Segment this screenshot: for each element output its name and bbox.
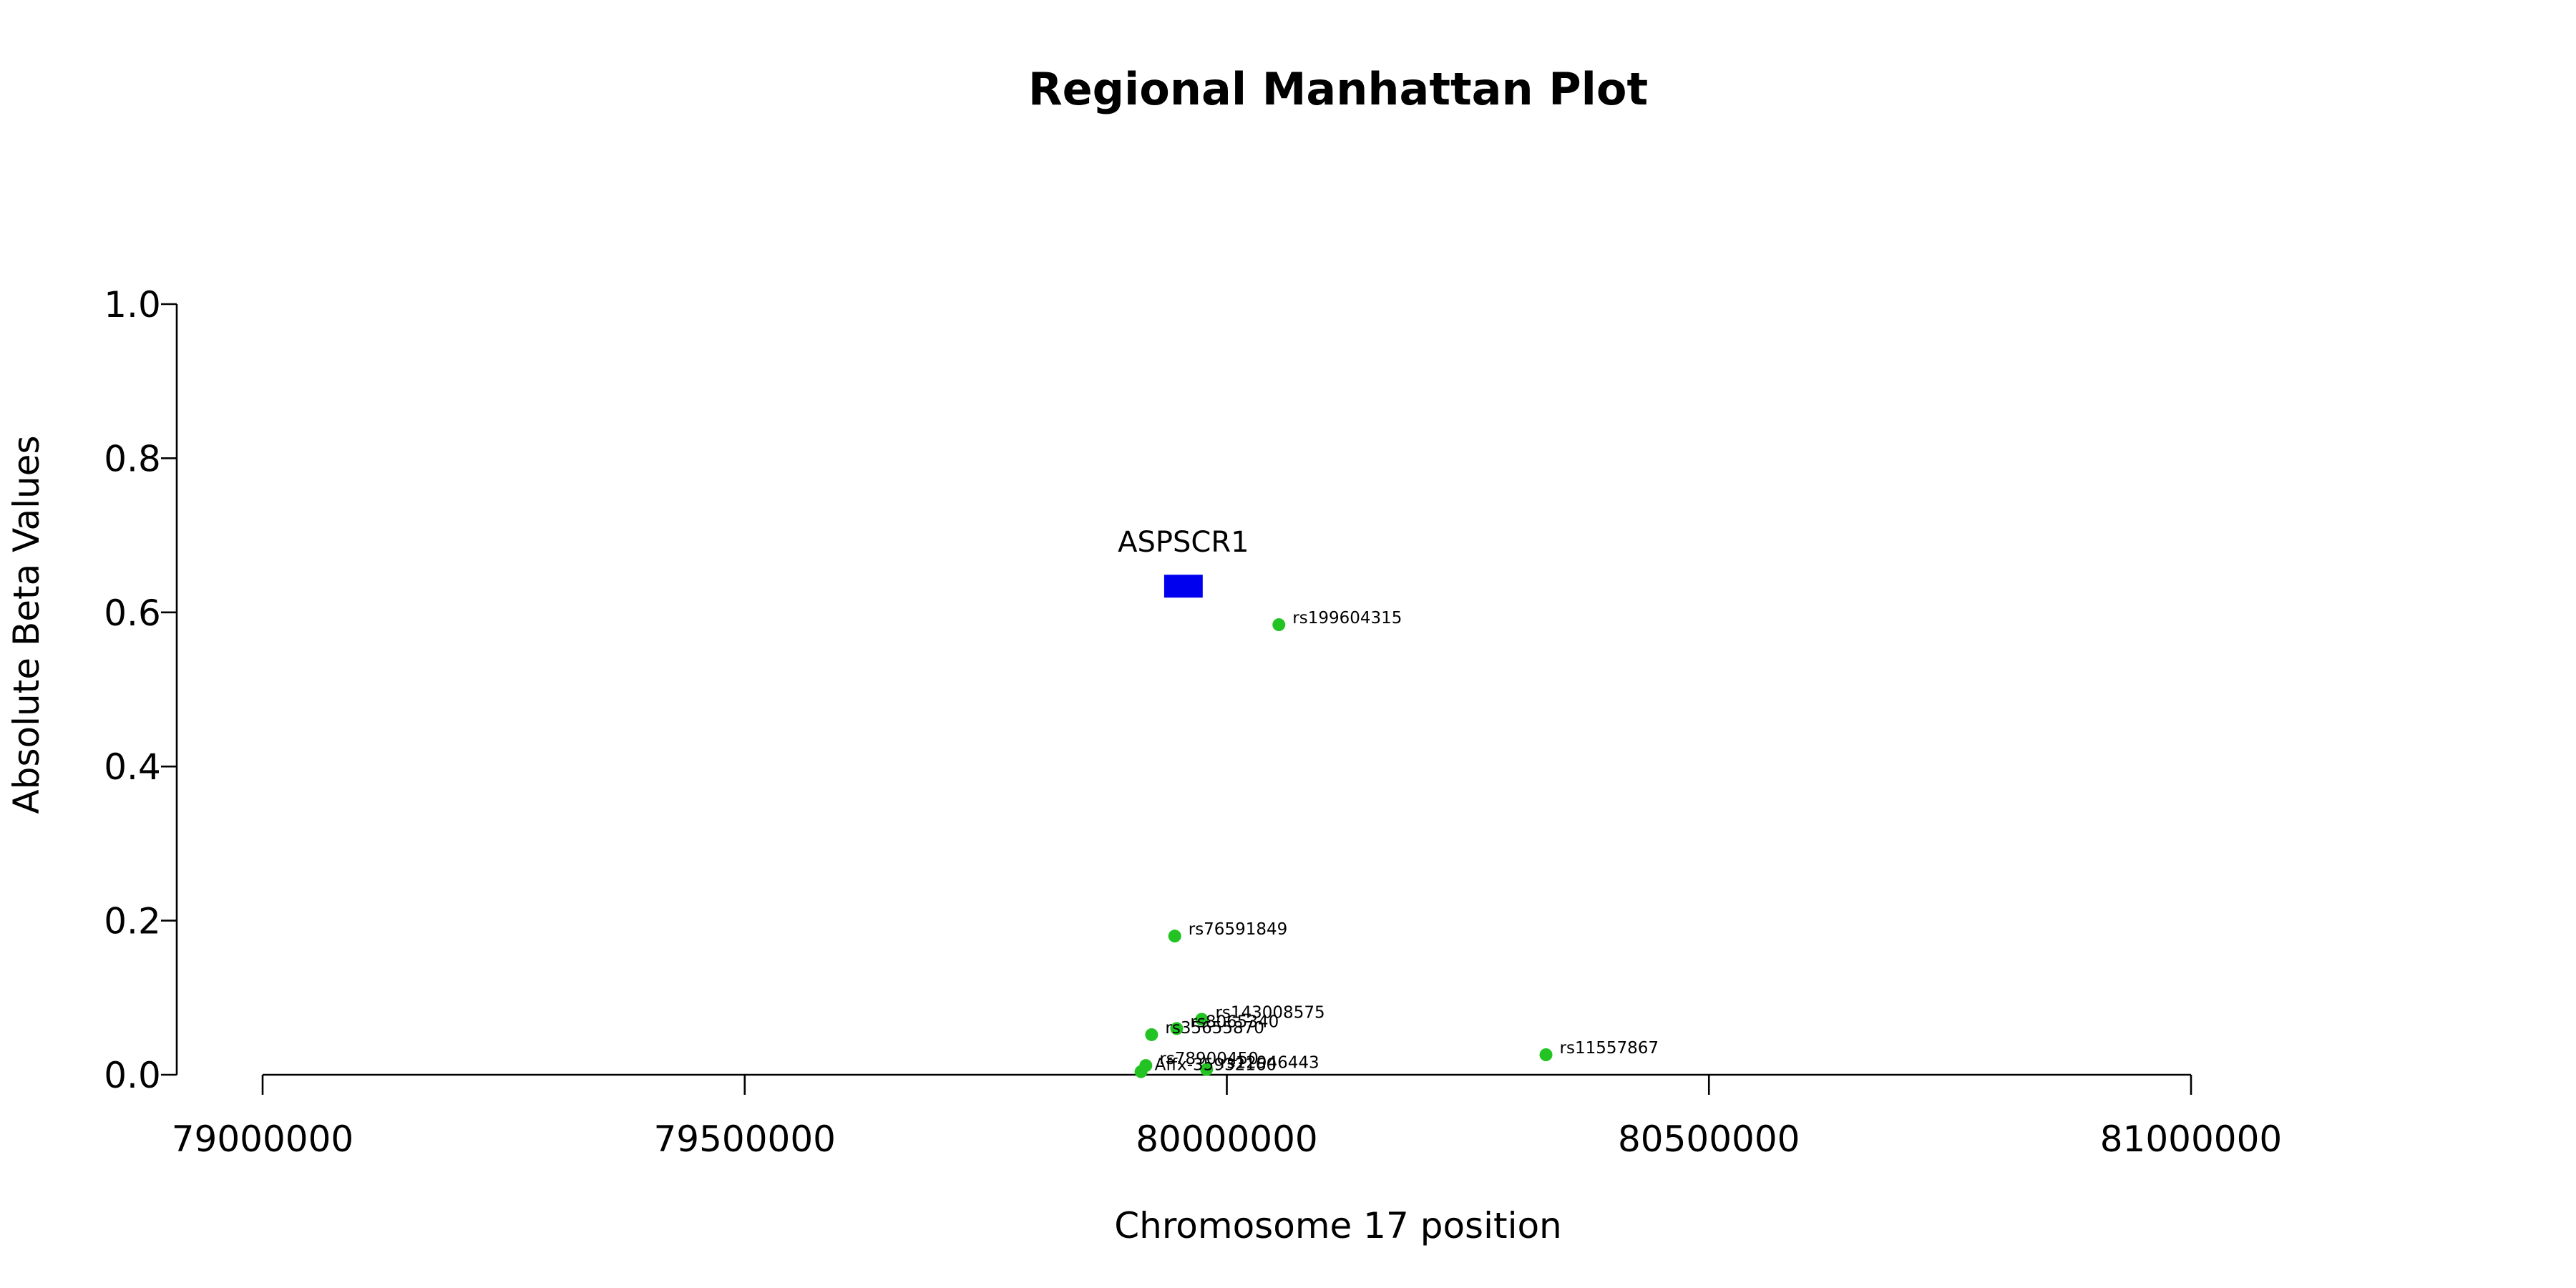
y-tick-label: 0.6 xyxy=(104,592,161,634)
x-tick-label: 80500000 xyxy=(1618,1118,1800,1160)
snp-label: rs199604315 xyxy=(1292,609,1402,628)
snp-label: rs11557867 xyxy=(1560,1039,1659,1058)
snp-label: rs35655870 xyxy=(1165,1019,1264,1038)
x-tick-label: 79500000 xyxy=(654,1118,836,1160)
y-tick-label: 0.0 xyxy=(104,1055,161,1096)
snp-point xyxy=(1168,930,1181,943)
gene-rect xyxy=(1163,575,1203,598)
snp-point xyxy=(1145,1028,1158,1041)
snp-label: rs8065340 xyxy=(1190,1013,1279,1031)
x-tick-label: 81000000 xyxy=(2100,1118,2283,1160)
x-axis: 79000000 79500000 80000000 80500000 81000000 xyxy=(172,1073,2283,1160)
y-tick-label: 0.8 xyxy=(104,438,161,479)
gene-track: ASPSCR1 xyxy=(1118,526,1249,598)
y-tick-label: 0.4 xyxy=(104,746,161,788)
snp-points: rs199604315 rs76591849 rs143008575rs806534… xyxy=(1134,609,1659,1078)
snp-label: rs143008575 xyxy=(1215,1003,1324,1022)
x-tick-label: 79000000 xyxy=(172,1118,354,1160)
snp-label: Affx-35932160 xyxy=(1155,1056,1277,1075)
snp-point xyxy=(1539,1048,1553,1061)
gene-label: ASPSCR1 xyxy=(1118,526,1249,559)
x-axis-label: Chromosome 17 position xyxy=(1114,1205,1562,1246)
y-axis-label: Absolute Beta Values xyxy=(6,436,47,814)
y-tick-label: 0.2 xyxy=(104,901,161,942)
snp-point xyxy=(1170,1022,1184,1035)
snp-label: rs12946443 xyxy=(1220,1053,1319,1072)
y-tick-label: 1.0 xyxy=(104,284,161,326)
x-tick-label: 80000000 xyxy=(1136,1118,1318,1160)
snp-point xyxy=(1272,618,1286,632)
chart-title: Regional Manhattan Plot xyxy=(1028,63,1648,115)
snp-label: rs76591849 xyxy=(1189,920,1288,939)
snp-point xyxy=(1195,1013,1209,1026)
snp-point xyxy=(1134,1065,1148,1078)
y-axis: 0.0 0.2 0.4 0.6 0.8 1.0 xyxy=(104,284,178,1096)
snp-point xyxy=(1200,1063,1214,1076)
